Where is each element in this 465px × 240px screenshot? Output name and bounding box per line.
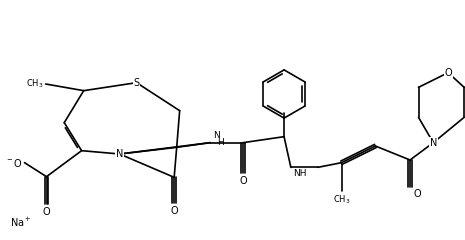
Text: O: O bbox=[444, 68, 452, 78]
Text: H: H bbox=[217, 138, 224, 147]
Text: N: N bbox=[430, 138, 437, 148]
Text: Na$^+$: Na$^+$ bbox=[9, 216, 31, 229]
Text: N: N bbox=[213, 131, 220, 140]
Text: NH: NH bbox=[293, 169, 306, 178]
Text: O: O bbox=[43, 207, 50, 217]
Text: O: O bbox=[239, 176, 247, 186]
Text: N: N bbox=[116, 149, 123, 159]
Text: O: O bbox=[413, 189, 421, 199]
Text: O: O bbox=[170, 206, 178, 216]
Text: CH$_3$: CH$_3$ bbox=[333, 194, 350, 206]
Text: $^-$O: $^-$O bbox=[5, 157, 22, 169]
Text: S: S bbox=[133, 78, 140, 88]
Text: CH$_3$: CH$_3$ bbox=[26, 78, 44, 90]
